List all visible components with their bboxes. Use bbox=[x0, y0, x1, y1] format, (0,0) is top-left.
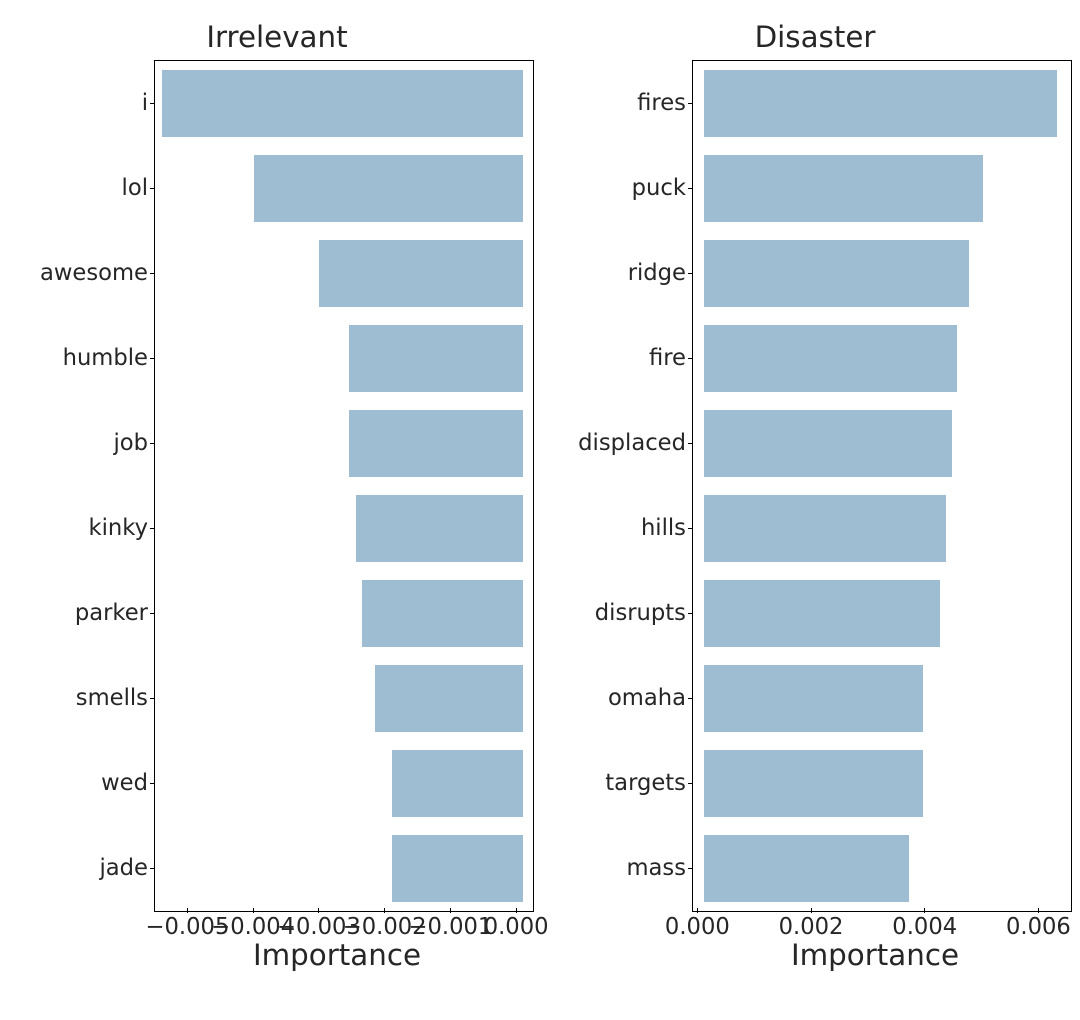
ytick-label: displaced bbox=[578, 400, 686, 485]
bar bbox=[704, 750, 923, 816]
bar bbox=[362, 580, 523, 646]
bar bbox=[704, 495, 946, 561]
bar bbox=[349, 410, 523, 476]
xtick-row: 0.0000.0020.0040.006 bbox=[686, 914, 1064, 938]
xtick-label: 0.000 bbox=[665, 914, 730, 940]
bar bbox=[704, 580, 940, 646]
xtick-mark bbox=[450, 908, 451, 913]
xtick-mark bbox=[187, 908, 188, 913]
chart-title: Irrelevant bbox=[20, 20, 534, 54]
ytick-label: fire bbox=[649, 315, 686, 400]
xtick-mark bbox=[516, 908, 517, 913]
bar bbox=[704, 665, 923, 731]
ytick-label: ridge bbox=[628, 230, 686, 315]
ytick-label: smells bbox=[76, 655, 148, 740]
axes bbox=[154, 60, 534, 912]
bar bbox=[704, 70, 1056, 136]
xtick-mark bbox=[924, 908, 925, 913]
ytick-label: disrupts bbox=[595, 570, 686, 655]
bars-layer bbox=[155, 61, 533, 911]
ytick-label: wed bbox=[101, 740, 148, 825]
ytick-label: jade bbox=[100, 825, 149, 910]
xtick-mark bbox=[318, 908, 319, 913]
x-axis-label: Importance bbox=[686, 938, 1064, 972]
xtick-mark bbox=[384, 908, 385, 913]
xtick-mark bbox=[1038, 908, 1039, 913]
xtick-label: 0.006 bbox=[1006, 914, 1071, 940]
ytick-label: fires bbox=[637, 60, 686, 145]
axes bbox=[692, 60, 1072, 912]
bar bbox=[254, 155, 524, 221]
ytick-label: i bbox=[142, 60, 148, 145]
bar bbox=[356, 495, 524, 561]
subplot-irrelevant: Irrelevant ilolawesomehumblejobkinkyparke… bbox=[20, 20, 534, 972]
subplot-disaster: Disaster firespuckridgefiredisplacedhills… bbox=[558, 20, 1072, 972]
xtick-label: 0.004 bbox=[892, 914, 957, 940]
bar bbox=[392, 835, 523, 901]
xtick-mark bbox=[253, 908, 254, 913]
bar bbox=[704, 155, 983, 221]
bar bbox=[704, 240, 968, 306]
bar bbox=[319, 240, 523, 306]
ytick-label: lol bbox=[122, 145, 148, 230]
figure: Irrelevant ilolawesomehumblejobkinkyparke… bbox=[20, 20, 1060, 972]
bar bbox=[349, 325, 523, 391]
ytick-column: firespuckridgefiredisplacedhillsdisrupts… bbox=[558, 60, 692, 910]
ytick-label: parker bbox=[75, 570, 148, 655]
xtick-label: 0.002 bbox=[779, 914, 844, 940]
ytick-label: mass bbox=[626, 825, 686, 910]
xtick-label: 0.000 bbox=[484, 914, 549, 940]
xtick-mark bbox=[811, 908, 812, 913]
ytick-label: kinky bbox=[89, 485, 149, 570]
x-axis-label: Importance bbox=[148, 938, 526, 972]
xtick-label: −0.001 bbox=[408, 914, 492, 940]
ytick-column: ilolawesomehumblejobkinkyparkersmellswed… bbox=[20, 60, 154, 910]
bars-layer bbox=[693, 61, 1071, 911]
bar bbox=[162, 70, 524, 136]
ytick-label: job bbox=[113, 400, 148, 485]
plot-row: ilolawesomehumblejobkinkyparkersmellswed… bbox=[20, 60, 534, 912]
ytick-label: hills bbox=[641, 485, 686, 570]
bar bbox=[375, 665, 523, 731]
ytick-label: puck bbox=[632, 145, 686, 230]
xtick-row: −0.005−0.004−0.003−0.002−0.0010.000 bbox=[148, 914, 526, 938]
chart-title: Disaster bbox=[558, 20, 1072, 54]
ytick-label: omaha bbox=[608, 655, 686, 740]
bar bbox=[704, 835, 909, 901]
plot-row: firespuckridgefiredisplacedhillsdisrupts… bbox=[558, 60, 1072, 912]
ytick-label: targets bbox=[605, 740, 686, 825]
bar bbox=[704, 325, 957, 391]
bar bbox=[392, 750, 523, 816]
ytick-label: humble bbox=[63, 315, 148, 400]
ytick-label: awesome bbox=[40, 230, 148, 315]
bar bbox=[704, 410, 951, 476]
xtick-mark bbox=[697, 908, 698, 913]
